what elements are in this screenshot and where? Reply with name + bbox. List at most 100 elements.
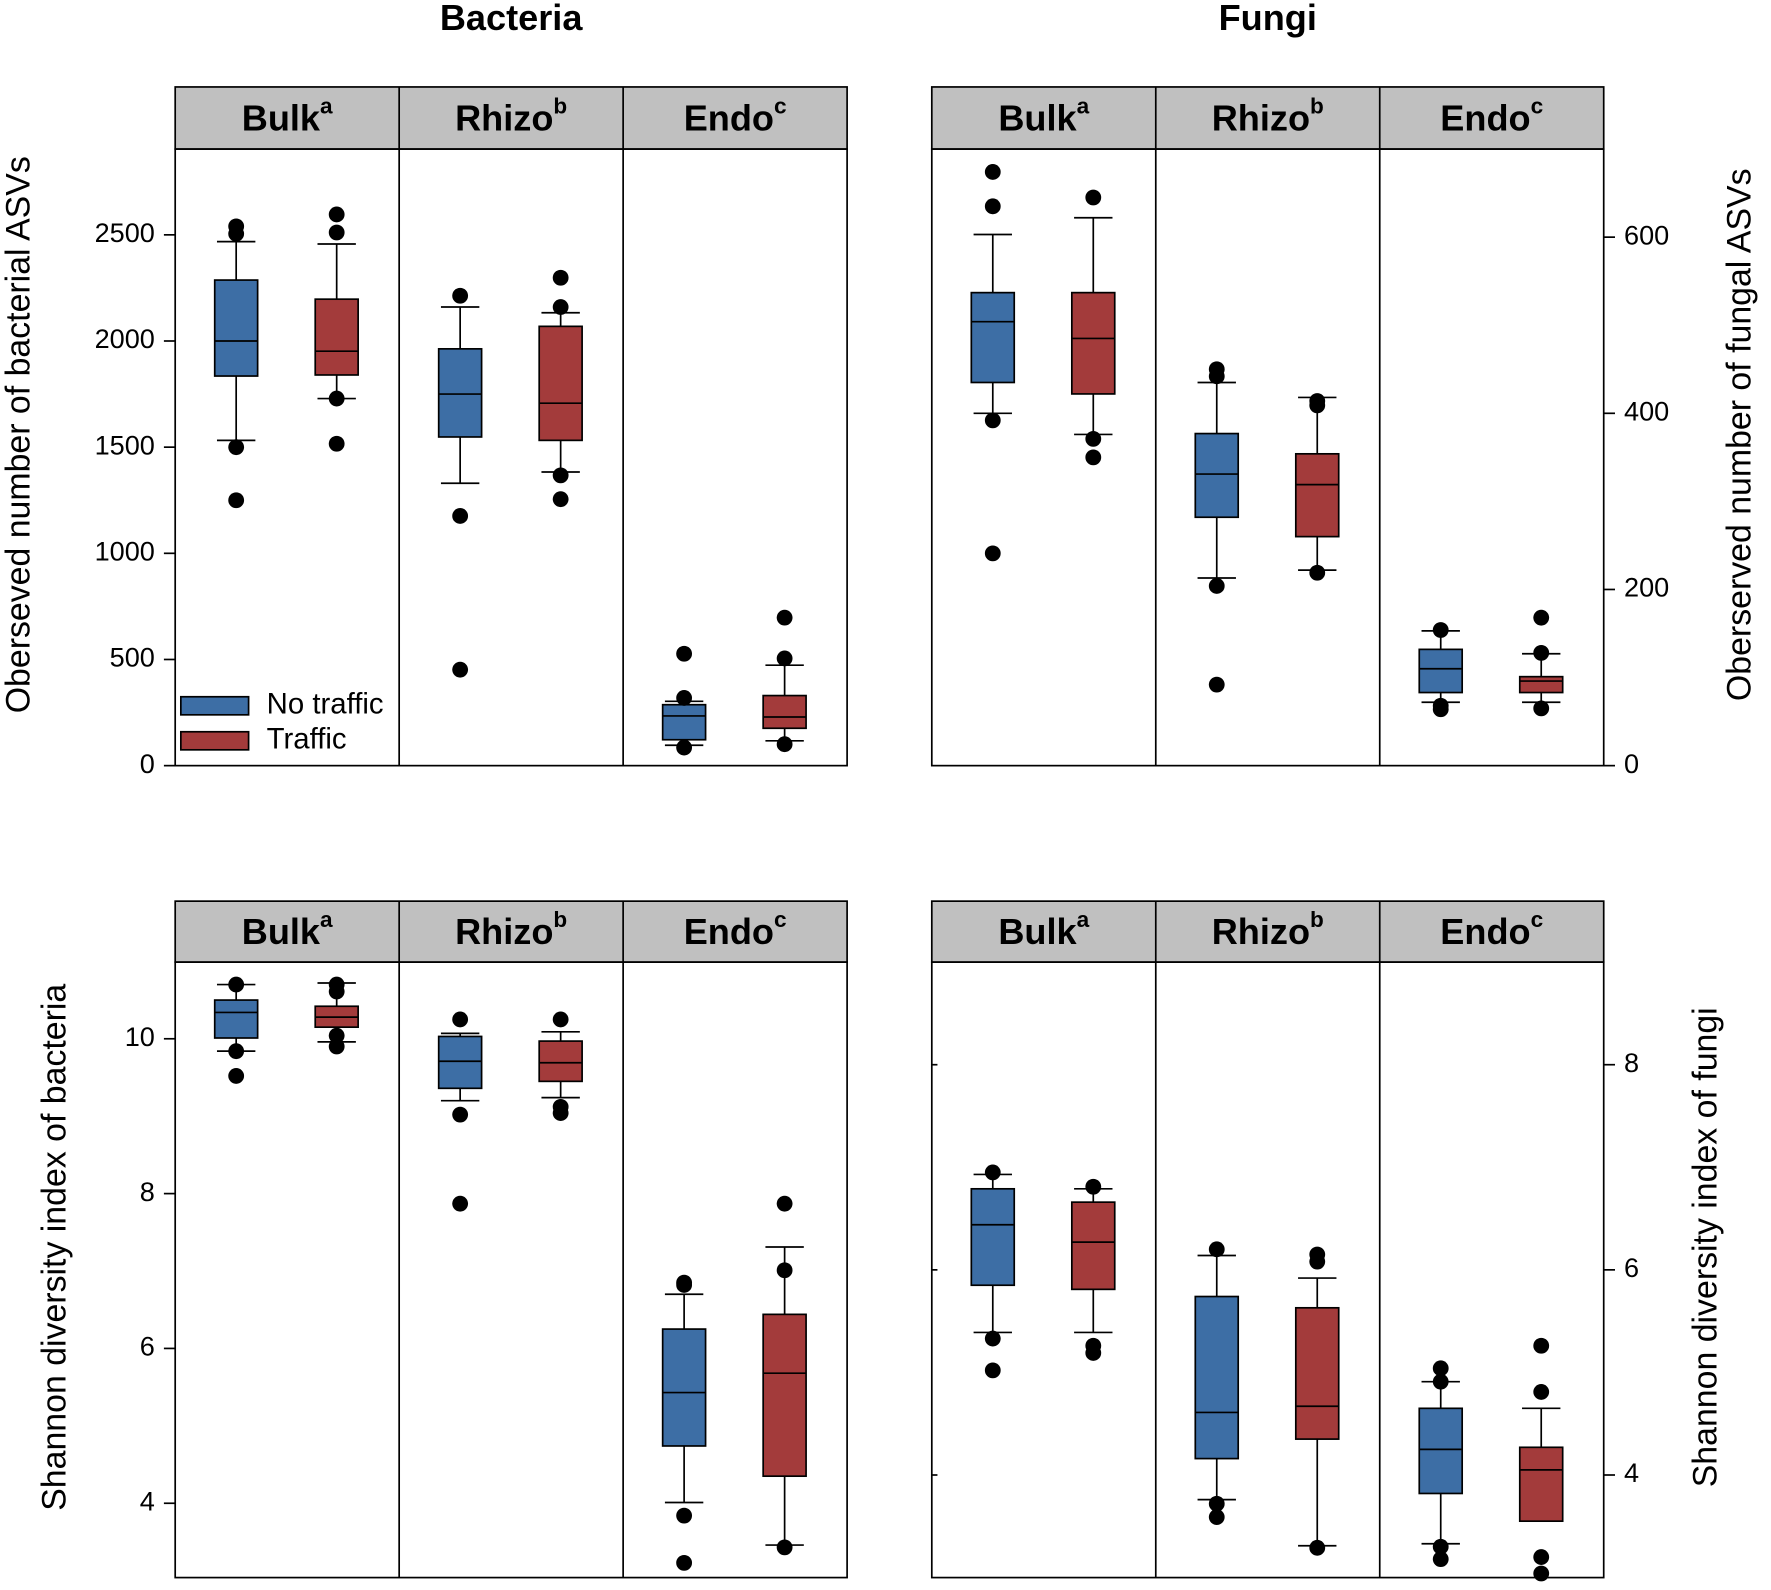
y-tick-label: 2500 bbox=[95, 217, 155, 248]
facet-label: Rhizob bbox=[1212, 907, 1324, 951]
outlier bbox=[228, 492, 245, 509]
facet-name: Rhizo bbox=[455, 910, 553, 951]
box bbox=[661, 1328, 707, 1447]
legend-swatch bbox=[179, 695, 250, 716]
facet-sup: a bbox=[320, 94, 333, 119]
outlier bbox=[776, 1262, 793, 1279]
plot-frame bbox=[930, 148, 1605, 767]
outlier bbox=[1432, 701, 1449, 718]
outlier bbox=[228, 225, 245, 242]
facet-label: Endoc bbox=[684, 907, 787, 951]
outlier bbox=[1533, 700, 1550, 717]
facet-label: Bulka bbox=[242, 94, 333, 138]
facet-label: Endoc bbox=[1440, 907, 1543, 951]
outlier bbox=[1085, 1345, 1102, 1361]
box bbox=[762, 1313, 807, 1478]
outlier bbox=[328, 206, 345, 223]
y-tick-label: 10 bbox=[125, 1021, 155, 1052]
y-tick-label: 2000 bbox=[95, 323, 155, 354]
facet-label: Bulka bbox=[998, 907, 1089, 951]
box bbox=[661, 703, 707, 741]
outlier bbox=[776, 1539, 793, 1556]
y-tick-label: 0 bbox=[1624, 748, 1639, 779]
box bbox=[538, 1040, 583, 1083]
outlier bbox=[1208, 1241, 1225, 1258]
box bbox=[1518, 1446, 1564, 1523]
box bbox=[1070, 1201, 1116, 1291]
box bbox=[970, 1187, 1016, 1287]
outlier bbox=[676, 1554, 693, 1571]
facet-sup: b bbox=[553, 94, 567, 119]
y-tick-label: 4 bbox=[140, 1485, 155, 1516]
outlier bbox=[984, 412, 1001, 429]
outlier bbox=[1208, 1495, 1225, 1512]
facet-name: Rhizo bbox=[1212, 97, 1310, 138]
outlier bbox=[328, 983, 345, 1000]
outlier bbox=[452, 508, 469, 524]
plot-frame bbox=[174, 148, 848, 767]
box bbox=[1418, 1407, 1464, 1495]
chart-title: Bacteria bbox=[440, 0, 583, 38]
y-tick-label: 0 bbox=[140, 748, 155, 779]
outlier bbox=[1309, 1539, 1326, 1556]
y-tick-label: 200 bbox=[1624, 572, 1669, 603]
outlier bbox=[1309, 397, 1326, 414]
outlier bbox=[676, 645, 693, 662]
facet-sup: a bbox=[1077, 94, 1090, 119]
outlier bbox=[984, 198, 1001, 215]
facet-label: Bulka bbox=[242, 907, 333, 951]
outlier bbox=[984, 545, 1001, 562]
box bbox=[437, 348, 483, 438]
facet-header bbox=[174, 900, 848, 963]
y-tick-label: 6 bbox=[140, 1331, 155, 1362]
box bbox=[213, 279, 259, 377]
box bbox=[1194, 1295, 1240, 1460]
outlier bbox=[1533, 644, 1550, 661]
facet-sup: b bbox=[1310, 907, 1324, 932]
facet-label: Rhizob bbox=[1212, 94, 1324, 138]
y-axis-title: Oberseved number of bacterial ASVs bbox=[0, 156, 37, 713]
box bbox=[1294, 452, 1340, 538]
y-tick-label: 1500 bbox=[95, 429, 155, 460]
y-tick-label: 500 bbox=[110, 642, 155, 673]
outlier bbox=[228, 976, 245, 993]
outlier bbox=[676, 1277, 693, 1293]
outlier bbox=[1085, 430, 1102, 447]
outlier bbox=[452, 1195, 469, 1212]
outlier bbox=[1085, 189, 1102, 206]
legend-swatch bbox=[179, 730, 250, 751]
facet-sup: c bbox=[1531, 907, 1544, 932]
y-tick-label: 6 bbox=[1624, 1252, 1639, 1283]
facet-sup: b bbox=[553, 907, 567, 932]
outlier bbox=[776, 609, 793, 626]
facet-sup: c bbox=[774, 907, 787, 932]
facet-name: Bulk bbox=[998, 910, 1077, 951]
outlier bbox=[1208, 578, 1225, 594]
facet-sup: c bbox=[1531, 94, 1544, 119]
outlier bbox=[676, 1507, 693, 1524]
outlier bbox=[1208, 1509, 1225, 1525]
outlier bbox=[776, 736, 793, 753]
plot-frame bbox=[174, 961, 848, 1579]
outlier bbox=[1533, 1337, 1550, 1354]
box bbox=[762, 694, 807, 730]
chart-title: Fungi bbox=[1219, 0, 1317, 38]
facet-name: Endo bbox=[1440, 910, 1530, 951]
facet-sup: c bbox=[774, 94, 787, 119]
outlier bbox=[984, 1362, 1001, 1379]
legend-label: Traffic bbox=[267, 723, 347, 756]
outlier bbox=[1533, 1565, 1550, 1582]
outlier bbox=[552, 1011, 569, 1028]
outlier bbox=[1432, 622, 1449, 638]
y-tick-label: 8 bbox=[140, 1176, 155, 1207]
outlier bbox=[552, 269, 569, 286]
y-tick-label: 600 bbox=[1624, 219, 1669, 250]
y-axis-title: Shannon diversity index of fungi bbox=[1687, 1007, 1725, 1487]
facet-name: Bulk bbox=[242, 910, 321, 951]
outlier bbox=[1208, 676, 1225, 693]
y-tick-label: 4 bbox=[1624, 1457, 1639, 1488]
facet-name: Endo bbox=[684, 910, 774, 951]
facet-label: Endoc bbox=[1440, 94, 1543, 138]
facet-name: Endo bbox=[684, 97, 774, 138]
